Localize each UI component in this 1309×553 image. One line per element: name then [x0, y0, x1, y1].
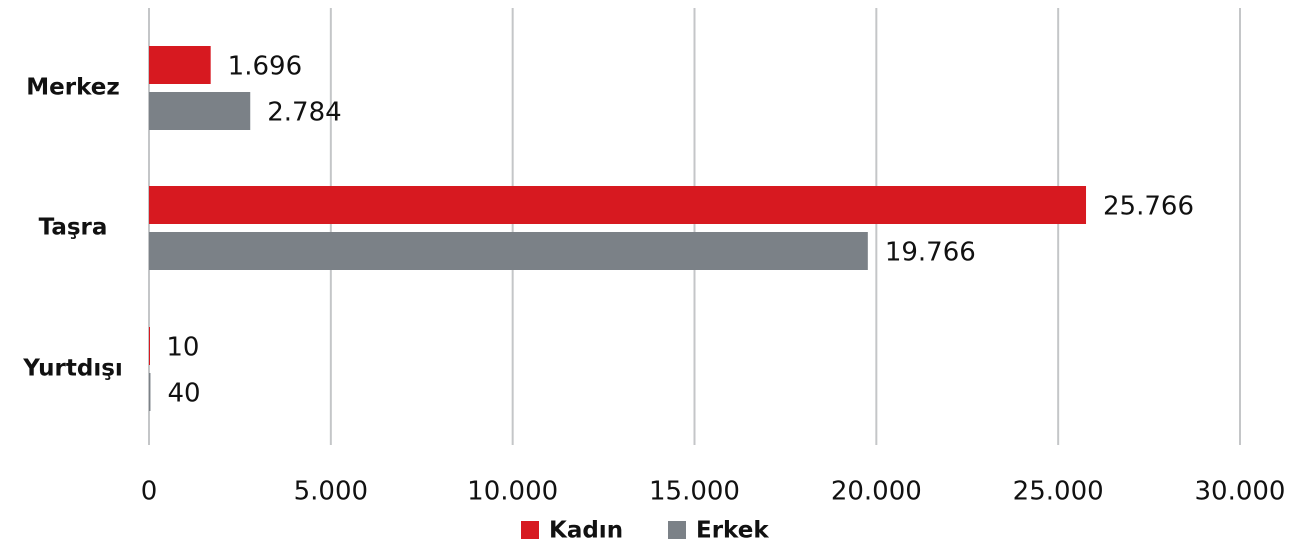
value-label: 2.784: [267, 98, 341, 128]
legend-swatch: [521, 521, 539, 539]
bar: [149, 92, 251, 130]
bar: [149, 46, 211, 84]
category-label: Taşra: [39, 215, 108, 241]
value-label: 19.766: [885, 238, 976, 268]
x-tick-label: 0: [141, 477, 158, 507]
value-label: 40: [167, 379, 200, 409]
value-label: 25.766: [1103, 192, 1194, 222]
legend-label: Kadın: [549, 518, 623, 544]
x-tick-label: 5.000: [294, 477, 368, 507]
legend-swatch: [668, 521, 686, 539]
x-tick-label: 25.000: [1013, 477, 1104, 507]
x-tick-label: 10.000: [467, 477, 558, 507]
category-label: Merkez: [26, 75, 120, 101]
value-label: 1.696: [228, 52, 302, 82]
bar: [149, 232, 868, 270]
bar: [149, 186, 1087, 224]
x-tick-label: 15.000: [649, 477, 740, 507]
legend-label: Erkek: [696, 518, 769, 544]
category-label: Yurtdışı: [22, 356, 123, 382]
x-tick-label: 30.000: [1195, 477, 1286, 507]
bar: [149, 373, 151, 411]
x-tick-label: 20.000: [831, 477, 922, 507]
bar: [149, 327, 150, 365]
value-label: 10: [166, 333, 199, 363]
